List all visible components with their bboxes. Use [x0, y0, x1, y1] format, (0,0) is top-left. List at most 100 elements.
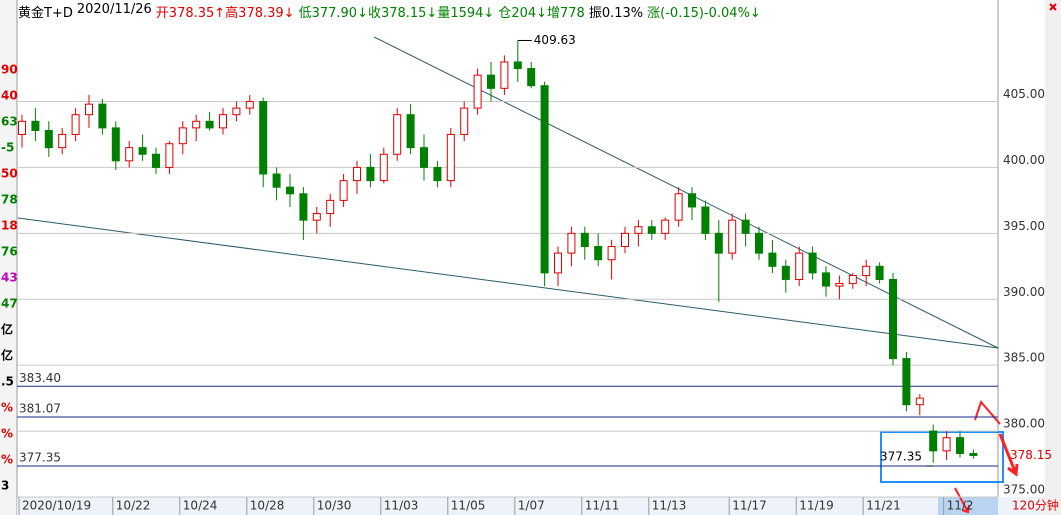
- header-item: 振0.13%: [588, 6, 644, 21]
- candle-body: [768, 252, 777, 267]
- header-item: 涨(-0.15)-0.04%↓: [647, 6, 761, 21]
- candle-body: [312, 213, 321, 221]
- x-axis-bar: [17, 497, 1045, 515]
- candle-body: [621, 232, 629, 248]
- candle-body: [232, 107, 241, 116]
- y-tick-label: 405.00: [1003, 87, 1045, 101]
- y-tick-label: 395.00: [1003, 219, 1045, 233]
- header: 黄金T+D 2020/11/26 开378.35↑高378.39↓ 低377.90↓收…: [18, 2, 761, 21]
- candle-body: [728, 219, 737, 254]
- candle-body: [674, 193, 683, 221]
- candle-body: [379, 153, 388, 182]
- candle-body: [875, 265, 884, 280]
- candle-body: [513, 61, 522, 70]
- x-tick-label: 10/22: [116, 499, 151, 513]
- left-panel-value: 亿: [1, 348, 13, 363]
- trend-line: [373, 36, 999, 349]
- left-panel: [0, 0, 17, 515]
- trend-line: [17, 217, 999, 349]
- candle-body: [688, 193, 696, 208]
- candle-body: [406, 114, 415, 149]
- candle-body: [915, 397, 924, 406]
- x-tick-label: 10/24: [183, 499, 218, 513]
- candle-body: [219, 114, 227, 129]
- candle-body: [393, 114, 402, 155]
- candle-body: [125, 147, 134, 162]
- left-panel-value: 3: [1, 479, 9, 493]
- x-tick-label: 10/30: [317, 499, 352, 513]
- left-panel-value: 50: [1, 167, 18, 181]
- candle-body: [567, 232, 576, 254]
- left-panel-value: 90: [1, 63, 18, 77]
- candle-body: [661, 219, 670, 234]
- level-label: 377.35: [19, 451, 61, 465]
- candle-body: [433, 166, 442, 182]
- x-tick-label: 11/03: [384, 499, 419, 513]
- candle-body: [554, 252, 562, 274]
- candle-body: [902, 358, 911, 406]
- header-item: 黄金T+D: [18, 6, 73, 21]
- candle-body: [71, 114, 80, 135]
- period-label: 120分钟: [1012, 498, 1059, 513]
- left-panel-value: 43: [1, 271, 18, 285]
- candle-body: [339, 180, 348, 201]
- y-tick-label: 375.00: [1003, 483, 1045, 497]
- header-item: 2020/11/26: [76, 2, 152, 17]
- left-panel-value: 亿: [1, 322, 13, 337]
- candle-body: [366, 166, 375, 182]
- candle-body: [755, 232, 763, 254]
- candle-body: [44, 130, 53, 149]
- low-label: 377.35: [880, 450, 922, 464]
- candle-body: [942, 437, 951, 452]
- left-panel-value: 78: [1, 193, 18, 207]
- candle-body: [500, 61, 509, 89]
- y-tick-label: 400.00: [1003, 153, 1045, 167]
- left-panel-value: 18: [1, 219, 18, 233]
- candle-body: [58, 133, 67, 149]
- left-panel-value: 40: [1, 89, 18, 103]
- candle-body: [205, 120, 214, 129]
- candle-body: [835, 282, 844, 287]
- y-tick-label: 380.00: [1003, 417, 1045, 431]
- header-item: 低377.90↓收378.15↓量1594↓: [298, 6, 495, 21]
- candle-body: [580, 232, 589, 248]
- candle-body: [152, 153, 160, 168]
- candle-body: [192, 120, 201, 129]
- left-panel-value: .5: [1, 375, 14, 389]
- left-panel-value: 47: [1, 297, 18, 311]
- left-panel-value: %: [1, 401, 13, 415]
- candle-body: [808, 252, 817, 274]
- candle-body: [18, 120, 26, 135]
- candle-body: [446, 133, 455, 182]
- left-panel-value: 76: [1, 245, 18, 259]
- arrow: [998, 433, 1019, 477]
- candle-body: [527, 68, 536, 87]
- candle-body: [420, 147, 428, 168]
- candle-body: [647, 226, 656, 234]
- candle-body: [245, 101, 254, 109]
- close-icon[interactable]: [1049, 3, 1057, 11]
- candle-body: [540, 85, 549, 274]
- y-tick-label: 385.00: [1003, 351, 1045, 365]
- candle-body: [487, 74, 495, 89]
- candle-body: [85, 103, 93, 116]
- candle-body: [969, 452, 978, 456]
- candle-body: [272, 173, 281, 188]
- candle-body: [31, 120, 40, 132]
- candle-body: [460, 107, 469, 135]
- candle-body: [848, 275, 857, 284]
- candle-body: [701, 206, 710, 234]
- candle-body: [862, 265, 871, 277]
- candle-body: [594, 246, 603, 261]
- x-tick-label: 2020/10/19: [22, 499, 91, 513]
- candle-body: [956, 437, 964, 454]
- header-item: 仓204↓增778: [498, 6, 585, 21]
- candle-body: [634, 226, 643, 234]
- header-item: 开378.35↑高378.39↓: [155, 6, 295, 21]
- x-tick-label: 11/05: [451, 499, 486, 513]
- x-tick-label: 11/13: [652, 499, 687, 513]
- left-panel-value: %: [1, 453, 13, 467]
- candle-body: [259, 101, 268, 175]
- candle-body: [714, 232, 723, 254]
